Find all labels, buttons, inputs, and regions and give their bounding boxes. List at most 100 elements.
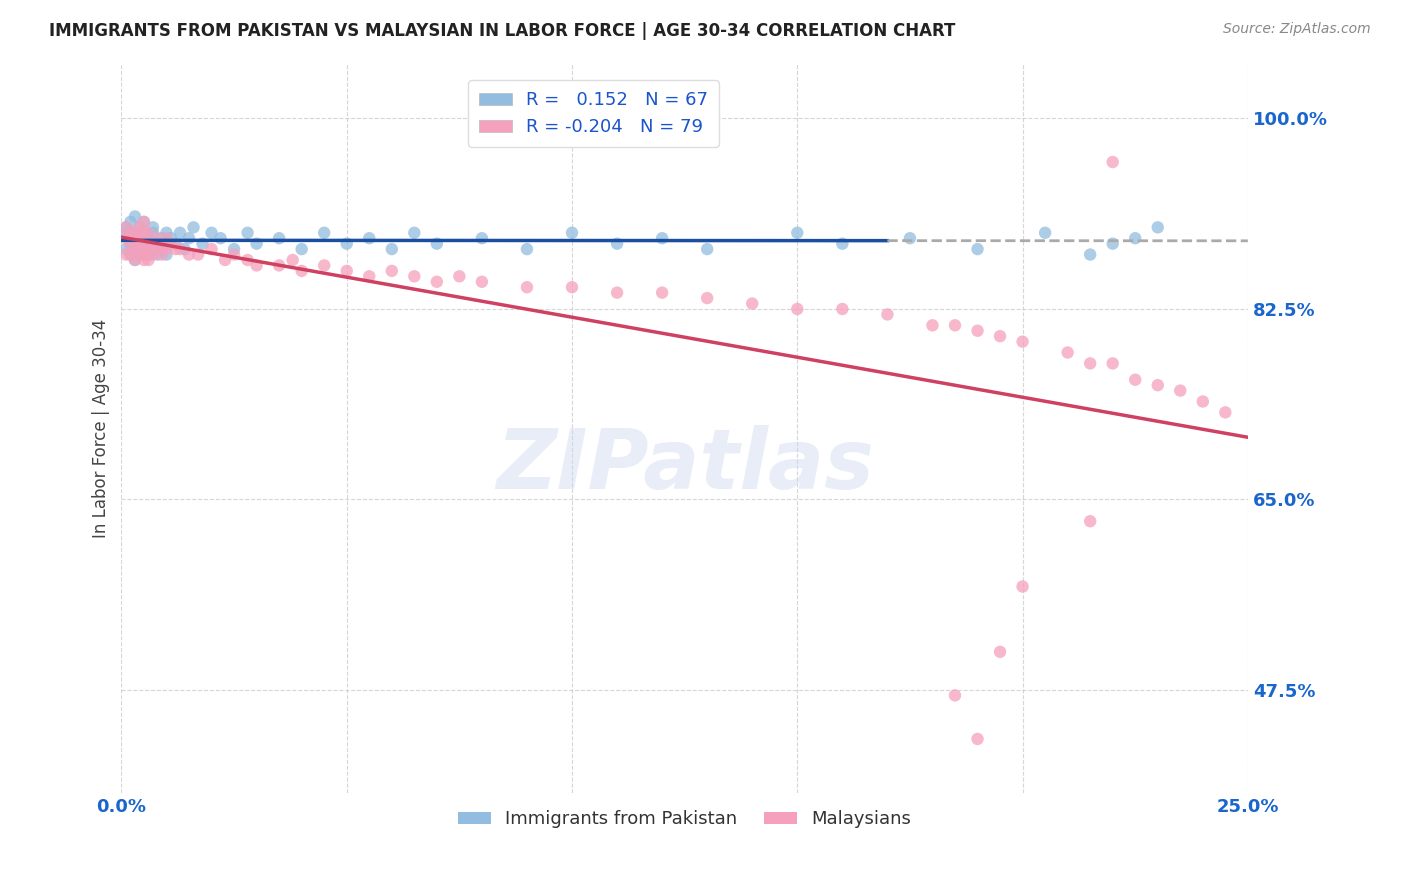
Point (1078, 514, 1101, 528)
Point (831, 301, 853, 316)
Point (132, 226, 155, 240)
Point (155, 242, 177, 256)
Point (115, 226, 138, 240)
Point (426, 275, 449, 289)
Point (183, 220, 205, 235)
Point (146, 247, 169, 261)
Point (128, 220, 150, 235)
Point (831, 236, 853, 251)
Point (120, 236, 142, 251)
Point (921, 318, 943, 333)
Point (471, 231, 494, 245)
Point (138, 247, 160, 261)
Point (150, 247, 173, 261)
Point (128, 220, 150, 235)
Point (222, 242, 245, 256)
Point (155, 226, 177, 240)
Point (132, 215, 155, 229)
Point (115, 231, 138, 245)
Point (898, 231, 921, 245)
Point (314, 259, 336, 273)
Point (696, 242, 718, 256)
Point (142, 247, 165, 261)
Point (381, 264, 404, 278)
Point (150, 236, 173, 251)
Point (132, 247, 155, 261)
Point (404, 269, 426, 284)
Y-axis label: In Labor Force | Age 30-34: In Labor Force | Age 30-34 (93, 319, 110, 539)
Point (336, 264, 359, 278)
Point (169, 242, 191, 256)
Point (786, 226, 808, 240)
Point (1191, 394, 1213, 409)
Point (160, 236, 183, 251)
Point (516, 280, 538, 294)
Point (943, 318, 966, 333)
Point (606, 285, 628, 300)
Point (246, 236, 269, 251)
Point (120, 247, 142, 261)
Point (876, 307, 898, 321)
Text: ZIPatlas: ZIPatlas (496, 425, 873, 506)
Point (128, 231, 150, 245)
Point (1101, 356, 1123, 370)
Point (115, 220, 138, 235)
Point (138, 242, 160, 256)
Point (124, 231, 146, 245)
Point (966, 731, 988, 746)
Point (124, 226, 146, 240)
Point (165, 236, 187, 251)
Point (132, 231, 155, 245)
Point (988, 329, 1011, 343)
Point (1146, 220, 1168, 235)
Point (359, 269, 381, 284)
Legend: Immigrants from Pakistan, Malaysians: Immigrants from Pakistan, Malaysians (451, 803, 918, 836)
Point (138, 236, 160, 251)
Point (381, 242, 404, 256)
Point (142, 242, 165, 256)
Point (696, 291, 718, 305)
Point (1215, 405, 1237, 419)
Point (561, 226, 583, 240)
Point (404, 226, 426, 240)
Point (124, 242, 146, 256)
Point (1123, 373, 1146, 387)
Point (124, 210, 146, 224)
Point (1011, 334, 1033, 349)
Point (1123, 231, 1146, 245)
Point (138, 252, 160, 267)
Point (160, 231, 183, 245)
Point (449, 269, 471, 284)
Point (124, 252, 146, 267)
Point (651, 285, 673, 300)
Point (471, 275, 494, 289)
Point (128, 247, 150, 261)
Point (142, 236, 165, 251)
Point (132, 252, 155, 267)
Point (246, 259, 269, 273)
Point (165, 242, 187, 256)
Point (128, 236, 150, 251)
Point (426, 236, 449, 251)
Point (606, 236, 628, 251)
Point (187, 247, 209, 261)
Point (1033, 226, 1056, 240)
Point (269, 259, 291, 273)
Point (115, 242, 138, 256)
Point (191, 236, 214, 251)
Point (291, 264, 314, 278)
Text: IMMIGRANTS FROM PAKISTAN VS MALAYSIAN IN LABOR FORCE | AGE 30-34 CORRELATION CHA: IMMIGRANTS FROM PAKISTAN VS MALAYSIAN IN… (49, 22, 956, 40)
Point (155, 231, 177, 245)
Point (115, 247, 138, 261)
Point (150, 242, 173, 256)
Point (138, 231, 160, 245)
Point (115, 220, 138, 235)
Point (124, 242, 146, 256)
Point (146, 242, 169, 256)
Point (120, 226, 142, 240)
Point (128, 247, 150, 261)
Point (124, 231, 146, 245)
Point (1011, 580, 1033, 594)
Point (146, 231, 169, 245)
Point (177, 231, 200, 245)
